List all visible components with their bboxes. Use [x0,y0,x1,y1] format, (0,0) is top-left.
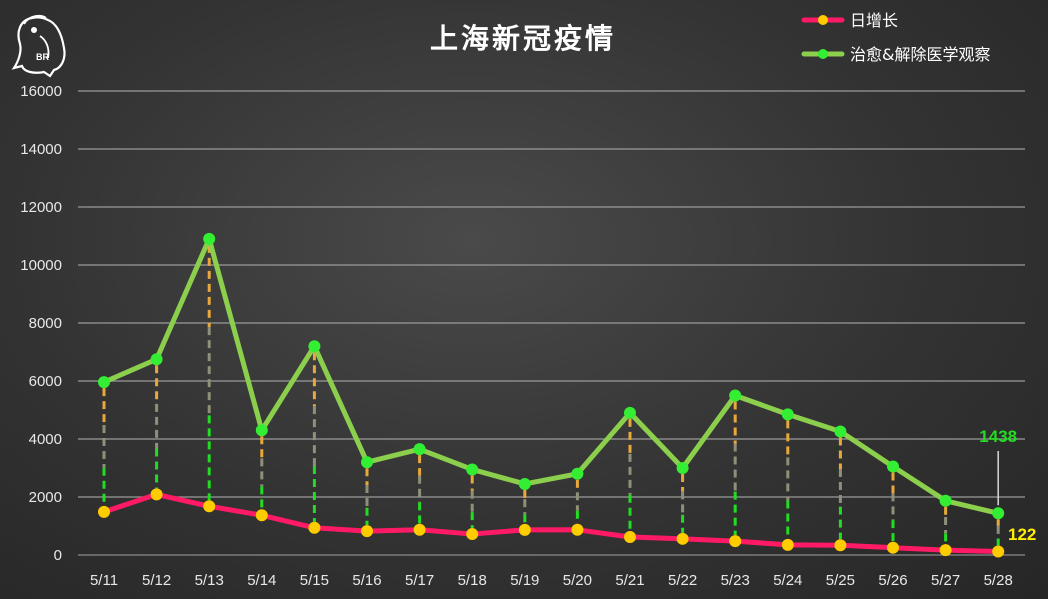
drop-lines [102,244,1000,546]
y-tick-label: 6000 [29,373,62,390]
x-tick-label: 5/14 [247,572,276,589]
gridlines [78,90,1025,556]
data-point-1 [98,376,110,389]
x-tick-label: 5/25 [826,572,855,589]
data-point-0 [308,521,321,534]
x-axis: 5/11 5/12 5/13 5/14 5/15 5/16 5/17 5/18 5/19 5/20… [90,572,1013,589]
data-point-0 [255,509,268,522]
y-tick-label: 0 [54,547,62,564]
data-point-1 [729,389,742,402]
x-tick-label: 5/16 [352,572,381,589]
data-point-1 [308,340,321,353]
annotations: 1438 122 [979,427,1036,544]
data-point-1 [203,232,216,245]
y-tick-label: 12000 [20,199,62,216]
data-point-0 [624,530,636,543]
data-point-1 [361,456,373,469]
data-point-0 [676,532,689,545]
chart-title: 上海新冠疫情 [430,22,616,55]
x-tick-label: 5/17 [405,572,434,589]
series-lines [101,236,1001,554]
series-line-1 [101,236,1001,516]
data-point-1 [834,425,847,438]
x-tick-label: 5/20 [563,572,592,589]
data-point-1 [150,353,163,366]
data-point-0 [781,538,794,551]
data-point-1 [571,467,584,480]
y-tick-label: 14000 [20,141,62,158]
data-point-1 [887,460,899,473]
data-point-1 [939,494,952,507]
data-point-0 [361,525,373,538]
y-tick-label: 10000 [20,257,62,274]
x-tick-label: 5/22 [668,572,697,589]
data-point-1 [781,408,794,421]
y-tick-label: 4000 [29,431,62,448]
x-tick-label: 5/13 [195,572,224,589]
data-point-0 [834,539,847,552]
data-point-0 [203,500,216,513]
x-tick-label: 5/24 [773,572,802,589]
data-point-0 [98,505,110,518]
data-point-0 [729,535,742,548]
x-tick-label: 5/23 [721,572,750,589]
annotation-daily-last: 122 [1008,525,1036,544]
data-point-0 [518,523,531,536]
series-markers [98,232,1005,558]
data-point-0 [992,545,1005,558]
x-tick-label: 5/28 [984,572,1013,589]
legend: 日增长 治愈&解除医学观察 [801,11,990,64]
x-tick-label: 5/19 [510,572,539,589]
data-point-1 [676,462,689,474]
x-tick-label: 5/27 [931,572,960,589]
y-axis: 0 2000 4000 6000 8000 10000 12000 14000 16000 [20,83,62,564]
data-point-1 [624,406,636,419]
x-tick-label: 5/18 [458,572,487,589]
data-point-0 [887,541,899,554]
data-point-1 [992,507,1005,520]
data-point-1 [413,443,426,456]
data-point-0 [150,488,163,501]
x-tick-label: 5/21 [615,572,644,589]
y-tick-label: 2000 [29,489,62,506]
annotation-recovered-last: 1438 [979,427,1017,446]
data-point-0 [939,544,952,557]
x-tick-label: 5/15 [300,572,329,589]
x-tick-label: 5/26 [878,572,907,589]
legend-item-recovered: 治愈&解除医学观察 [801,45,990,64]
y-tick-label: 16000 [20,83,62,100]
data-point-0 [413,523,426,536]
data-point-0 [571,523,584,536]
svg-text:BR: BR [36,52,49,62]
x-tick-label: 5/11 [90,572,118,589]
data-point-1 [466,463,479,476]
legend-label-recovered: 治愈&解除医学观察 [850,45,990,64]
data-point-1 [518,477,531,490]
y-tick-label: 8000 [29,315,62,332]
legend-item-daily: 日增长 [801,11,898,30]
legend-label-daily: 日增长 [850,11,898,30]
data-point-0 [466,528,479,541]
logo: BR [11,15,66,78]
series-line-0 [101,491,1001,554]
data-point-1 [255,424,268,437]
x-tick-label: 5/12 [142,572,171,589]
